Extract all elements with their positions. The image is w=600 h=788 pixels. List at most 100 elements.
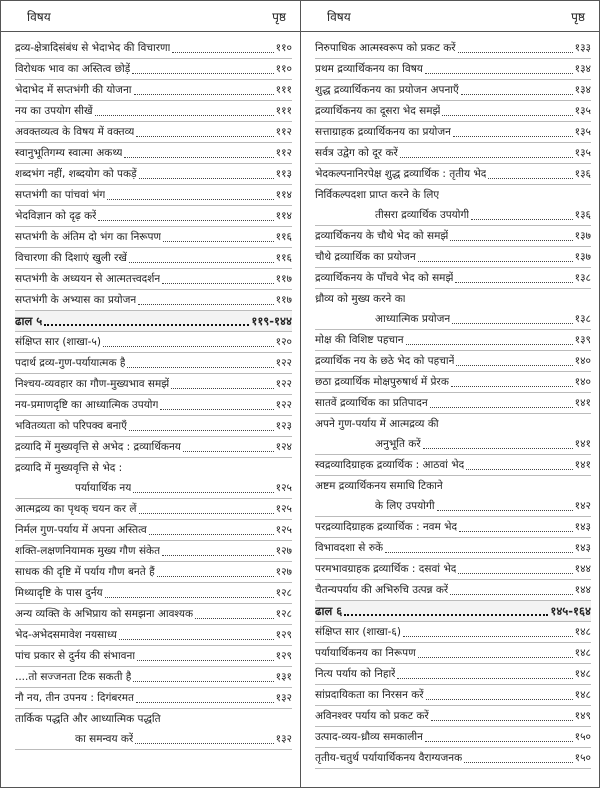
toc-entry: भेदाभेद में सप्तभंगी की योजना १११ [15, 80, 292, 101]
entry-line: स्वानुभूतिगम्य स्वात्मा अकथ्य ११२ [15, 143, 292, 163]
leader [94, 115, 274, 116]
entry-line: सप्तभंगी के अभ्यास का प्रयोजन ११७ [15, 290, 292, 310]
entry-title: द्रव्यादि में मुख्यवृत्ति से भेद : [15, 462, 123, 474]
entry-title: आध्यात्मिक प्रयोजन [375, 313, 451, 325]
entry-title: नय-प्रमाणदृष्टि का आध्यात्मिक उपयोग [15, 399, 159, 411]
entry-title: पदार्थ द्रव्य-गुण-पर्यायात्मक है [15, 357, 126, 369]
leader [457, 52, 573, 53]
page-number: १५० [574, 752, 591, 764]
leader [107, 199, 274, 200]
entry-line: अपने गुण-पर्याय में आत्मद्रव्य की [315, 414, 591, 434]
entry-title: अनुभूति करें [375, 438, 421, 450]
entry-title: चौथे द्रव्यार्थिक का प्रयोजन [315, 251, 416, 263]
leader [162, 555, 274, 556]
page-number: १४९ [574, 710, 591, 722]
entry-line: सप्तभंगी का पांचवां भंग ११४ [15, 185, 292, 205]
leader [138, 304, 274, 305]
entry-title: संक्षिप्त सार (शाखा-६) [315, 626, 401, 638]
entry-title: भवितव्यता को परिपक्व बनाएँ [15, 420, 127, 432]
entry-title: सत्ताग्राहक द्रव्यार्थिकनय का प्रयोजन [315, 126, 451, 138]
entry-line: सातवें द्रव्यार्थिक का प्रतिपादन १४१ [315, 393, 591, 413]
page-number: १४८ [574, 689, 591, 701]
entry-line: परमभावग्राहक द्रव्यार्थिक : दसवां भेद १४४ [315, 559, 591, 579]
entry-title: ....तो सज्जनता टिक सकती है [15, 671, 132, 683]
entry-title: तीसरा द्रव्यार्थिक उपयोगी [375, 209, 470, 221]
entry-title: निश्चय-व्यवहार का गौण-मुख्यभाव समझें [15, 378, 170, 390]
page-number: १२३ [275, 420, 292, 432]
page-number: ११२ [275, 126, 292, 138]
leader [156, 576, 274, 577]
leader [460, 94, 573, 95]
toc-entry: प्रथम द्रव्यार्थिकनय का विषय १३४ [315, 59, 591, 80]
entry-line: भेदविज्ञान को दृढ़ करें ११४ [15, 206, 292, 226]
entry-line: अनुभूति करें १४१ [315, 434, 591, 454]
leader [450, 594, 573, 595]
page-heading: पृष्ठ [272, 9, 286, 24]
toc-entry: भेद-अभेदसमावेश नयसाध्य १२९ [15, 625, 292, 646]
entry-title: शब्दभंग नहीं, शब्दयोग को पकड़ें [15, 168, 137, 180]
entry-title: अविनश्वर पर्याय को प्रकट करें [315, 710, 429, 722]
toc-entry: भेदविज्ञान को दृढ़ करें ११४ [15, 206, 292, 227]
page-number: १३६ [574, 168, 591, 180]
entry-line: स्वद्रव्यादिग्राहक द्रव्यार्थिक : आठवां … [315, 455, 591, 475]
toc-entry: सातवें द्रव्यार्थिक का प्रतिपादन १४१ [315, 393, 591, 414]
page-number: १२९ [275, 650, 292, 662]
entry-line: निर्मल गुण-पर्याय में अपना अस्तित्व १२५ [15, 520, 292, 540]
leader [135, 702, 274, 703]
leader [124, 157, 274, 158]
leader [136, 136, 274, 137]
page-number: ११० [275, 63, 292, 75]
entry-title: द्रव्य-क्षेत्रादिसंबंध से भेदाभेद की विच… [15, 42, 171, 54]
entry-line: सप्तभंगी के अंतिम दो भंग का निरूपण ११६ [15, 227, 292, 247]
toc-entry: आत्मद्रव्य का पृथक् चयन कर लें १२५ [15, 499, 292, 520]
entry-line: ध्रौव्य को मुख्य करने का [315, 289, 591, 309]
entry-line: पदार्थ द्रव्य-गुण-पर्यायात्मक है १२२ [15, 353, 292, 373]
section-row: ढाल ५ ११९-१४४ [15, 311, 292, 332]
entry-title: निरुपाधिक आत्मस्वरूप को प्रकट करें [315, 42, 456, 54]
toc-entry: मिथ्यादृष्टि के पास दुर्नय १२८ [15, 583, 292, 604]
entry-title: परद्रव्यादिग्राहक द्रव्यार्थिक : नवम भेद [315, 521, 458, 533]
page-number: १२७ [275, 566, 292, 578]
toc-entry: शुद्ध द्रव्यार्थिकनय का प्रयोजन अपनाएँ १३… [315, 80, 591, 101]
page-number: १४३ [574, 542, 591, 554]
toc-entry: अष्टम द्रव्यार्थिकनय समाधि टिकाने के लिए … [315, 476, 591, 517]
page-number: १२२ [275, 399, 292, 411]
entry-line: तार्किक पद्धति और आध्यात्मिक पद्धति [15, 709, 292, 729]
toc-entry: निश्चय-व्यवहार का गौण-मुख्यभाव समझें १२२ [15, 374, 292, 395]
leader [424, 73, 573, 74]
toc-entry: अपने गुण-पर्याय में आत्मद्रव्य की अनुभूति… [315, 414, 591, 455]
entry-line: द्रव्यादि में मुख्यवृत्ति से अभेद : द्रव… [15, 437, 292, 457]
toc-entry: सप्तभंगी के अंतिम दो भंग का निरूपण ११६ [15, 227, 292, 248]
page-heading: पृष्ठ [571, 9, 585, 24]
leader [450, 386, 573, 387]
leader [172, 52, 274, 53]
leader [442, 115, 573, 116]
toc-entry: पदार्थ द्रव्य-गुण-पर्यायात्मक है १२२ [15, 353, 292, 374]
leader [452, 136, 573, 137]
toc-entry: सप्तभंगी के अध्ययन से आत्मतत्त्वदर्शन ११७ [15, 269, 292, 290]
entry-list: द्रव्य-क्षेत्रादिसंबंध से भेदाभेद की विच… [1, 32, 300, 750]
entry-title: के लिए उपयोगी [375, 500, 435, 512]
entry-title: द्रव्यार्थिकनय का दूसरा भेद समझें [315, 105, 441, 117]
leader [162, 283, 274, 284]
page-number: १३७ [574, 251, 591, 263]
toc-entry: नित्य पर्याय को निहारें १४८ [315, 664, 591, 685]
toc-entry: परमभावग्राहक द्रव्यार्थिक : दसवां भेद १४४ [315, 559, 591, 580]
page-number: १२५ [275, 482, 292, 494]
entry-line: तीसरा द्रव्यार्थिक उपयोगी १३६ [315, 205, 591, 225]
toc-entry: निरुपाधिक आत्मस्वरूप को प्रकट करें १३३ [315, 38, 591, 59]
page-number: १४१ [574, 459, 591, 471]
page-number: १४० [574, 355, 591, 367]
entry-line: प्रथम द्रव्यार्थिकनय का विषय १३४ [315, 59, 591, 79]
entry-line: आध्यात्मिक प्रयोजन १३८ [315, 309, 591, 329]
leader [455, 282, 573, 283]
entry-line: नौ नय, तीन उपनय : दिगंबरमत १३२ [15, 688, 292, 708]
page-number: १४८ [574, 647, 591, 659]
page-number: १४२ [574, 500, 591, 512]
leader [425, 699, 573, 700]
entry-line: अवक्तव्यत्व के विषय में वक्तव्य ११२ [15, 122, 292, 142]
page-number: १३९ [574, 334, 591, 346]
entry-title: चैतन्यपर्याय की अभिरुचि उत्पन्न करें [315, 584, 449, 596]
section-pages: ११९-१४४ [251, 314, 292, 328]
page-number: १३४ [574, 84, 591, 96]
